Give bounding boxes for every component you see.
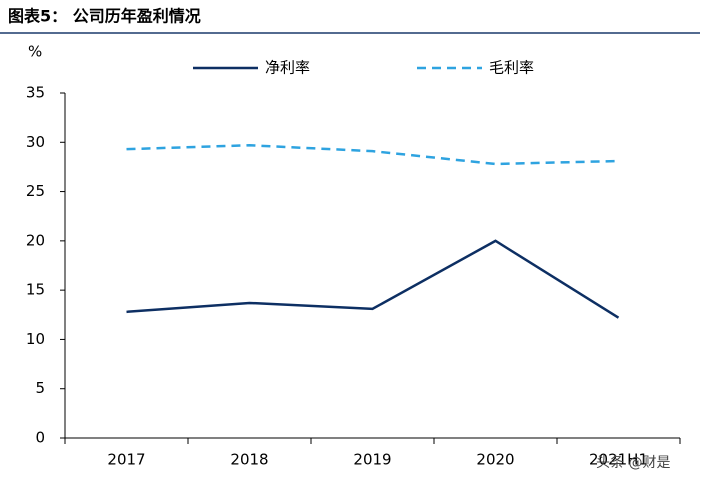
x-tick-label: 2021H1 [589,451,648,469]
y-tick-label: 5 [35,379,45,397]
y-tick-label: 0 [35,429,45,447]
chart-title: 图表5： 公司历年盈利情况 [8,7,201,26]
y-tick-label: 35 [26,84,45,102]
y-tick-label: 30 [26,133,45,151]
series-line [126,143,619,166]
x-tick-label: 2019 [353,451,391,469]
legend-label: 净利率 [265,59,310,77]
x-tick-label: 2017 [107,451,145,469]
y-tick-label: 15 [26,281,45,299]
y-tick-label: 10 [26,330,45,348]
y-unit: % [28,43,42,61]
y-tick-label: 25 [26,182,45,200]
series-line [126,239,620,319]
y-tick-label: 20 [26,231,45,249]
watermark: 头条 @财是 [596,454,670,471]
legend-label: 毛利率 [489,59,534,77]
x-tick-label: 2018 [230,451,268,469]
x-tick-label: 2020 [476,451,514,469]
